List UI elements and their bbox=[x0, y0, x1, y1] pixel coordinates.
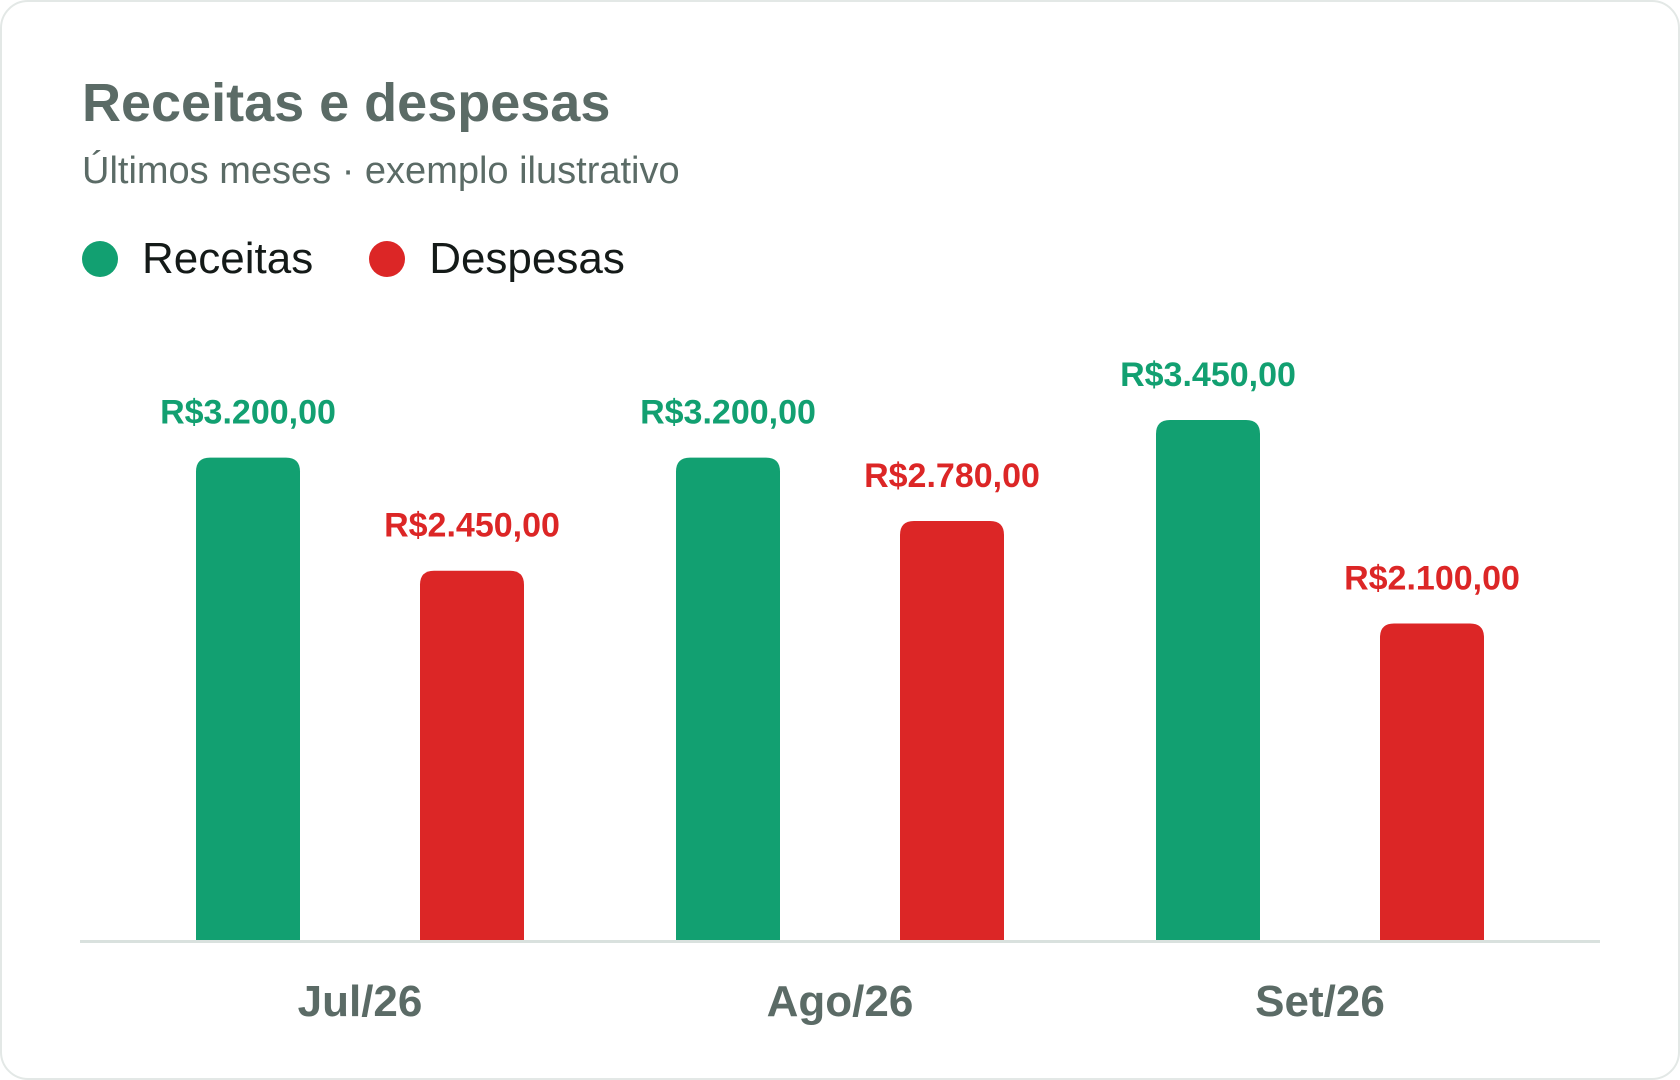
legend-dot-receitas bbox=[82, 241, 118, 277]
data-label-despesas-1: R$2.780,00 bbox=[864, 457, 1040, 495]
bar-receitas-2 bbox=[1156, 420, 1260, 940]
legend-item-receitas: Receitas bbox=[82, 234, 313, 284]
bar-despesas-1 bbox=[900, 520, 1004, 940]
legend-dot-despesas bbox=[369, 241, 406, 277]
data-label-despesas-0: R$2.450,00 bbox=[384, 507, 560, 545]
bar-receitas-1 bbox=[676, 457, 780, 940]
data-label-receitas-0: R$3.200,00 bbox=[160, 394, 336, 432]
chart-subtitle: Últimos meses · exemplo ilustrativo bbox=[82, 150, 680, 192]
category-label-2: Set/26 bbox=[1255, 977, 1385, 1026]
bar-receitas-0 bbox=[196, 457, 300, 940]
legend-label-despesas: Despesas bbox=[429, 234, 625, 283]
category-label-1: Ago/26 bbox=[767, 977, 914, 1026]
data-label-receitas-1: R$3.200,00 bbox=[640, 394, 816, 432]
legend-item-despesas: Despesas bbox=[369, 234, 625, 284]
bar-despesas-0 bbox=[420, 570, 524, 940]
legend-label-receitas: Receitas bbox=[142, 234, 314, 283]
data-label-receitas-2: R$3.450,00 bbox=[1120, 356, 1296, 394]
chart-title: Receitas e despesas bbox=[82, 73, 611, 133]
bar-despesas-2 bbox=[1380, 623, 1484, 940]
data-label-despesas-2: R$2.100,00 bbox=[1344, 559, 1520, 597]
category-label-0: Jul/26 bbox=[298, 977, 423, 1026]
chart-legend: Receitas Despesas bbox=[82, 234, 681, 284]
